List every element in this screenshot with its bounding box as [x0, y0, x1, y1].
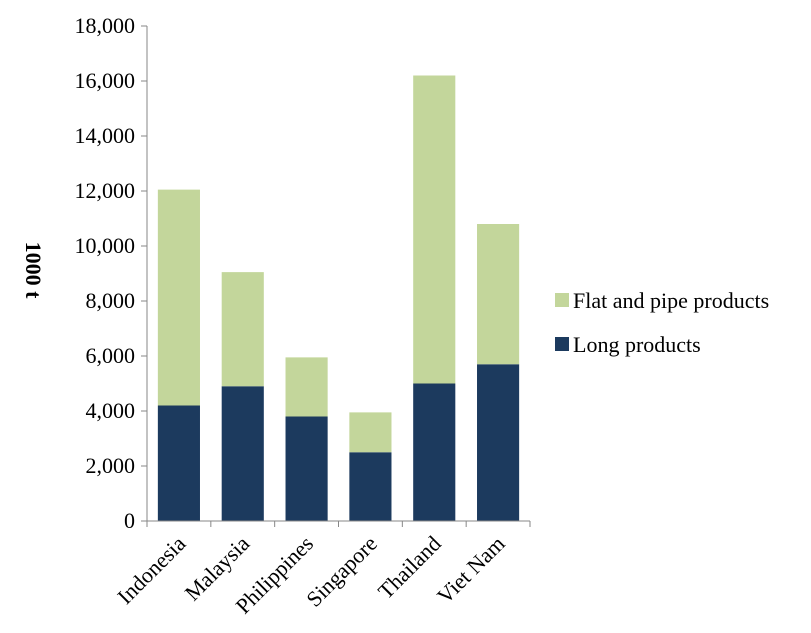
- bar-long-products: [413, 383, 456, 521]
- y-tick-label: 8,000: [86, 288, 136, 313]
- x-axis: IndonesiaMalaysiaPhilippinesSingaporeTha…: [112, 520, 531, 619]
- legend: Flat and pipe products Long products: [555, 288, 769, 357]
- bar-long-products: [349, 452, 392, 521]
- bar-long-products: [221, 386, 264, 521]
- bar-long-products: [157, 405, 200, 521]
- legend-swatch: [555, 293, 569, 307]
- bar-long-products: [285, 416, 328, 521]
- bar-flat-and-pipe-products: [413, 75, 456, 384]
- bar-flat-and-pipe-products: [221, 272, 264, 387]
- y-tick-label: 0: [124, 508, 135, 533]
- y-axis-title: 1000 t: [21, 242, 46, 300]
- y-tick-label: 4,000: [86, 398, 136, 423]
- bar-flat-and-pipe-products: [477, 224, 520, 365]
- bar-flat-and-pipe-products: [157, 189, 200, 406]
- y-tick-label: 18,000: [75, 13, 136, 38]
- y-tick-label: 14,000: [75, 123, 136, 148]
- x-category-label: Viet Nam: [432, 531, 510, 609]
- bars: [157, 75, 520, 521]
- y-tick-label: 12,000: [75, 178, 136, 203]
- bar-long-products: [477, 364, 520, 521]
- y-tick-label: 6,000: [86, 343, 136, 368]
- y-tick-label: 16,000: [75, 68, 136, 93]
- legend-label: Flat and pipe products: [573, 288, 769, 313]
- y-tick-label: 10,000: [75, 233, 136, 258]
- bar-flat-and-pipe-products: [349, 412, 392, 453]
- legend-swatch: [555, 337, 569, 351]
- y-tick-label: 2,000: [86, 453, 136, 478]
- bar-flat-and-pipe-products: [285, 357, 328, 417]
- x-category-label: Singapore: [301, 531, 382, 612]
- y-axis: 0 2,000 4,000 6,000 8,000 10,000 12,000 14,000 1…: [75, 13, 148, 533]
- legend-label: Long products: [573, 332, 701, 357]
- x-category-label: Indonesia: [112, 531, 190, 609]
